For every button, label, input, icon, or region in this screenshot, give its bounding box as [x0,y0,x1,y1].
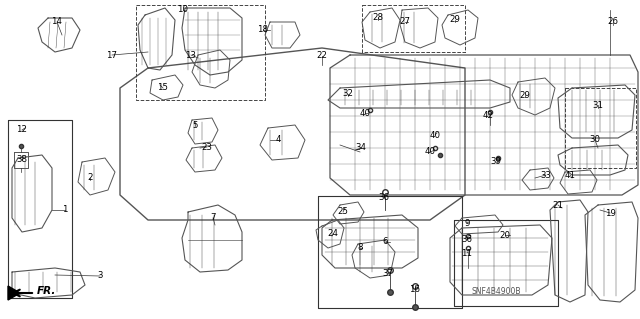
Text: 28: 28 [372,13,383,23]
Text: 32: 32 [342,90,353,99]
Text: 11: 11 [461,249,472,257]
Text: 34: 34 [355,144,367,152]
Text: 27: 27 [399,18,410,26]
Text: 7: 7 [211,213,216,222]
Text: 38: 38 [17,155,28,165]
Text: 36: 36 [461,235,472,244]
Text: 41: 41 [564,170,575,180]
Text: 21: 21 [552,201,563,210]
Text: 26: 26 [607,18,618,26]
Text: 24: 24 [328,229,339,239]
Text: FR.: FR. [37,286,56,296]
Text: 39: 39 [491,158,501,167]
Polygon shape [8,286,20,300]
Text: 42: 42 [483,110,493,120]
Text: 10: 10 [177,5,189,14]
Text: 20: 20 [499,231,511,240]
Text: 36: 36 [378,194,390,203]
Text: 18: 18 [257,26,269,34]
Text: 4: 4 [275,136,281,145]
Text: 40: 40 [424,147,435,157]
Text: 9: 9 [464,219,470,227]
Text: 22: 22 [317,51,328,61]
Text: 40: 40 [429,130,440,139]
Text: 2: 2 [87,174,93,182]
Text: 37: 37 [383,270,394,278]
Text: 19: 19 [605,209,616,218]
Text: 23: 23 [202,143,212,152]
Text: 5: 5 [192,122,198,130]
Text: 6: 6 [382,238,388,247]
Text: 30: 30 [589,136,600,145]
Text: 25: 25 [337,207,349,217]
Text: 3: 3 [97,271,103,280]
Text: 12: 12 [17,125,28,135]
Text: 17: 17 [106,50,118,60]
Text: 31: 31 [593,100,604,109]
Text: SNF4B4900B: SNF4B4900B [471,287,521,296]
Text: 40: 40 [360,108,371,117]
Text: 16: 16 [410,286,420,294]
Text: 14: 14 [51,18,63,26]
Text: 8: 8 [357,243,363,253]
Text: 13: 13 [186,50,196,60]
Text: 33: 33 [541,170,552,180]
Text: 29: 29 [449,16,460,25]
Text: 29: 29 [520,91,531,100]
Text: 15: 15 [157,84,168,93]
Text: 1: 1 [62,205,68,214]
